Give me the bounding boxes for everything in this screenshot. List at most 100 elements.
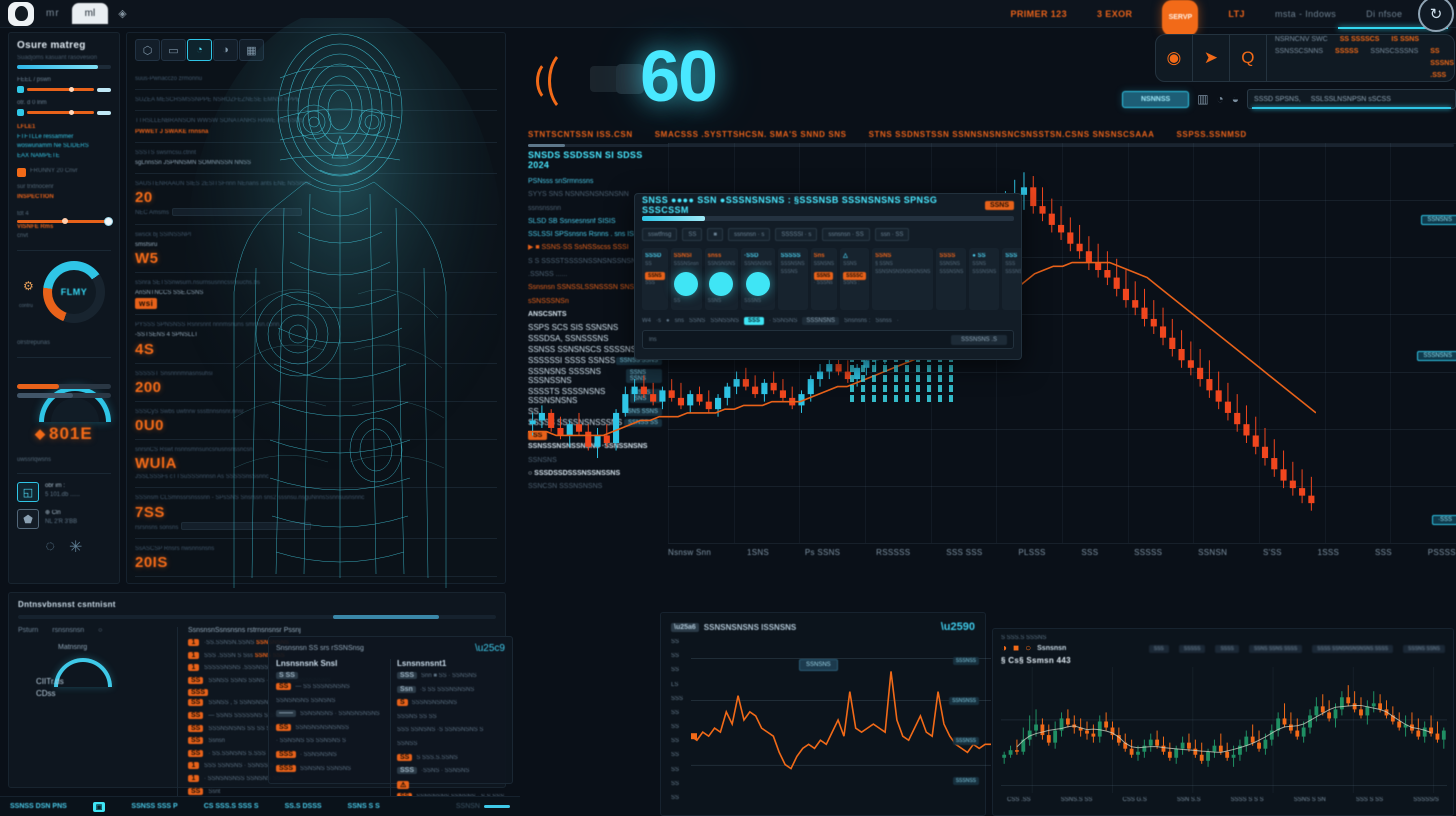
list-item[interactable]: SSS SSNSNS SSNSNS: [276, 764, 384, 775]
list-item[interactable]: SS Ssnt: [188, 787, 496, 798]
overlay-footer-item[interactable]: ·s: [656, 318, 661, 324]
overlay-card[interactable]: Sns SSNSNS SSNS · SSSNs: [810, 248, 838, 310]
nav-item-1[interactable]: 3 EXOR: [1096, 8, 1133, 19]
subitem-0[interactable]: Psturn: [18, 627, 39, 634]
slider-0-track[interactable]: [27, 87, 94, 92]
list-item[interactable]: SS · SS.SSNSNS S.SSS: [188, 749, 496, 760]
list-item[interactable]: SS — SSNS SSSSSNS S.SS: [188, 711, 496, 722]
list-item[interactable]: S SS: [276, 672, 384, 679]
list-item[interactable]: SsASCSP Rnsrs nwsnnsnsns 20IS: [135, 539, 497, 577]
overlay-card[interactable]: SSS SSS SSSNS: [1002, 248, 1021, 310]
overlay-tool[interactable]: ssn · SS: [874, 228, 910, 241]
columns-icon[interactable]: ▥: [1197, 92, 1209, 106]
overlay-tool[interactable]: ssnsnsn · SS: [822, 228, 870, 241]
fox-icon[interactable]: ➤: [1193, 35, 1230, 81]
clock-icon[interactable]: ◑: [213, 39, 238, 61]
icon-row-1[interactable]: ⬟ ⊕ Cln NL 2'R 3'BB: [17, 509, 111, 530]
chart-tag[interactable]: SSSS: [1215, 644, 1239, 653]
tab-active[interactable]: ml: [71, 3, 109, 24]
list-item[interactable]: suus-Pwnacczo zrmonnu: [135, 69, 497, 91]
list-item[interactable]: SSNSNSNS SSNSNS: [276, 697, 384, 707]
chart-side-badge[interactable]: SS: [528, 431, 548, 441]
list-item[interactable]: SSS SSNSNS ·S SSNSNSNS S: [397, 726, 505, 736]
list-item[interactable]: SAUSTENRAAUN SIES 2ESITSFnnn NEnans ants…: [135, 174, 497, 225]
overlay-footer-item[interactable]: SSSNSNS: [802, 317, 840, 325]
list-item[interactable]: PYSSS SPNSNSS Rsnrsnnt nnnmsnuns smrssn.…: [135, 315, 497, 364]
chart-tag[interactable]: SSS: [1148, 644, 1169, 653]
list-item[interactable]: Ssn ·S SS SSSNSNSNS: [397, 685, 505, 696]
overlay-footer-item[interactable]: SSNS: [688, 318, 706, 324]
list-item[interactable]: SSSCyS Swbs uwtnrw sssttnnsnsnr.nnsr 0U0: [135, 402, 497, 440]
range-knob[interactable]: [104, 216, 113, 226]
nav-item-4[interactable]: Di nfsoe: [1366, 8, 1403, 19]
slider-1-track[interactable]: [27, 110, 94, 115]
list-item[interactable]: SSSnsm CLSmnssrsnsssnn - SPsSNS Snsrssn …: [135, 488, 497, 539]
overlay-footer-item[interactable]: ●: [666, 318, 670, 324]
line-chart-menu-icon[interactable]: \u2590: [940, 621, 975, 633]
list-item[interactable]: SSS ·SSNS · SSNSNS: [397, 767, 505, 777]
icon-row-0[interactable]: ◱ obr im : 5 101.db ......: [17, 482, 111, 503]
chart-tag[interactable]: SSSSS: [1178, 644, 1206, 653]
overlay-card[interactable]: SSSD SS SSNS SSS: [642, 248, 668, 310]
list-item[interactable]: SS SSNSS , S SSNSNSN: [188, 699, 496, 709]
monitor-icon[interactable]: ▭: [161, 39, 186, 61]
overlay-footer-item[interactable]: W4: [642, 318, 651, 324]
checkbox-row[interactable]: FRUNNY 20 Cnvr: [17, 167, 111, 177]
list-item[interactable]: SS — SS SSSNSNSNS: [276, 683, 384, 693]
list-item[interactable]: SSS · SSNSNSNS: [276, 750, 384, 761]
nav-item-3[interactable]: msta - Indows: [1274, 8, 1337, 19]
slider-0[interactable]: [17, 86, 111, 93]
brain-icon[interactable]: ◔: [187, 39, 212, 61]
list-item[interactable]: sSnra SETSSnwsurn.nsurnsusnncssnsuchs.bs…: [135, 273, 497, 316]
bird-icon[interactable]: ◈: [118, 8, 127, 20]
list-item[interactable]: · SSNSNS SS SSNSNS S: [276, 737, 384, 747]
overlay-footer-item[interactable]: SSNSSNS: [710, 318, 739, 324]
list-item[interactable]: 7SSS SWSSCSS SPNNSNSSS RNSLSFSnns snssnn…: [135, 577, 497, 583]
grid-icon[interactable]: ▦: [239, 39, 264, 61]
gauge-icon[interactable]: ◒: [1231, 92, 1240, 106]
overlay-card[interactable]: SSNSI SSSNSnsn SS: [670, 248, 702, 310]
overlay-card[interactable]: SSSSS SSSNSNS SSSNS: [777, 248, 808, 310]
list-item[interactable]: 1 SSSSSNSNS .SSSNSS SSS: [188, 664, 496, 674]
overlay-pill-badge[interactable]: SSNS: [984, 200, 1014, 210]
list-item[interactable]: SS S SSS.S.SSNS: [397, 753, 505, 764]
nav-item-0[interactable]: PRIMER 123: [1010, 8, 1067, 19]
nav-item-2[interactable]: LTJ: [1228, 8, 1245, 19]
secondary-candle-series[interactable]: [1001, 667, 1447, 793]
list-item[interactable]: SSS: [188, 689, 496, 697]
list-item[interactable]: 1 · SSNSNSNSS SSNSNS SSSSS: [188, 774, 496, 785]
line-chart-series[interactable]: [691, 639, 991, 801]
overlay-card[interactable]: △ SSNS SSSSC SSNS :: [840, 248, 870, 310]
shield-icon[interactable]: ⬡: [135, 39, 160, 61]
list-item[interactable]: snrsnCS Rswt nsnnsmnsuncsnusnsnssncsn WUl…: [135, 440, 497, 489]
overlay-card[interactable]: SSSS SSNSNS SSSNSNS: [936, 248, 967, 310]
checkbox-icon[interactable]: [17, 167, 26, 177]
list-item[interactable]: SUZEA MESCHSMSSNPPE NSROZFEZNESE EMNSI S…: [135, 90, 497, 112]
card-chip[interactable]: SSSSC: [843, 271, 867, 280]
refresh-logo-icon[interactable]: ↻: [1418, 0, 1454, 32]
list-item[interactable]: SS Ssnsn: [188, 737, 496, 747]
list-item[interactable]: TTRSLLENBRANSON WWSW SONATANRS HAWE INSS…: [135, 111, 497, 143]
chart-tag[interactable]: SSSNS SSNS: [1403, 644, 1445, 653]
overlay-card[interactable]: SSNS § SSNS SSNSNSNSNSNSNSNS: [872, 248, 934, 310]
primary-cta-button[interactable]: SERVP: [1162, 0, 1199, 36]
overlay-footer-item[interactable]: sns: [674, 318, 684, 324]
overlay-tool[interactable]: sswtfnsg: [642, 228, 678, 241]
card-chip[interactable]: SSNS: [645, 271, 665, 280]
overlay-tool[interactable]: ■: [707, 228, 723, 241]
list-item[interactable]: SSS Snn ■ SS · SSNSNS: [397, 672, 505, 682]
subitem-1[interactable]: rsnsnsnsn: [52, 627, 85, 634]
overlay-card[interactable]: snss SSNSNSNS SSNS: [704, 248, 739, 310]
overlay-input-button[interactable]: SSSNSNS .S: [950, 334, 1007, 345]
list-item[interactable]: SSNSS: [397, 740, 505, 750]
list-item[interactable]: —— SSNSNSNS · SSNSNSNSNS: [276, 710, 384, 720]
list-item[interactable]: S SSSNSNSNSNS: [397, 699, 505, 709]
search-input[interactable]: SSSD SPSNS, SSLSSLNSNPSN sSCSS: [1247, 89, 1456, 109]
overlay-footer-item[interactable]: Snsnsns :: [844, 318, 871, 324]
range-mid-knob[interactable]: [62, 217, 69, 224]
card-chip[interactable]: SSNS: [813, 271, 834, 280]
list-item[interactable]: ⚠: [397, 780, 505, 789]
tab-mr[interactable]: mr: [46, 8, 60, 19]
list-item[interactable]: SSSSST Snsnnnmnasnsuhsi 200: [135, 364, 497, 402]
overlay-footer-item[interactable]: ·: [896, 318, 899, 324]
